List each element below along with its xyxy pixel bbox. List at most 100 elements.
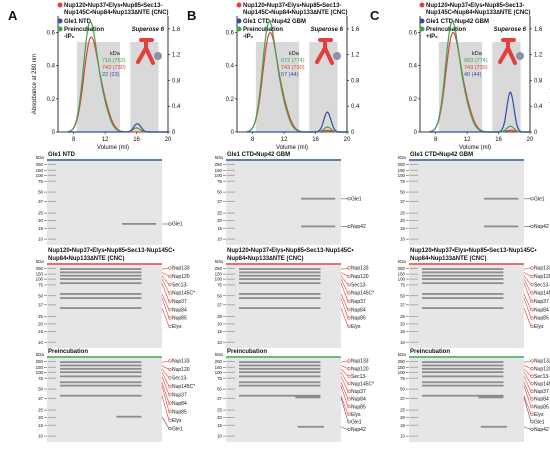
cnc-cartoon xyxy=(498,38,517,65)
band-leader xyxy=(161,395,170,421)
marker-kda-label: 250 xyxy=(215,359,223,364)
marker-kda-label: 100 xyxy=(398,370,406,375)
column-label: Superose 6 xyxy=(132,27,165,33)
band-label: Nup42 xyxy=(351,224,366,230)
protein-band xyxy=(422,381,504,384)
band-label: Nup37 xyxy=(351,389,366,395)
band-leader xyxy=(523,293,532,310)
band-label: Nup42 xyxy=(534,427,549,433)
marker-kda-label: 15 xyxy=(400,329,405,334)
gel-title-line2: Nup84•Nup133∆NTE (CNC) xyxy=(410,255,486,262)
band-label: Elys xyxy=(534,324,544,330)
column-label: Superose 6 xyxy=(494,27,527,33)
gel-title: Gle1 CTD•Nup42 GBM xyxy=(410,152,473,158)
band-leader xyxy=(523,283,532,302)
gel-title: Gle1 CTD•Nup42 GBM xyxy=(227,152,290,158)
marker-kda-label: 75 xyxy=(217,283,222,288)
marker-kda-label: 25 xyxy=(217,408,222,413)
y2-tick-label: 0.8 xyxy=(351,78,360,84)
y-tick-label: 0.2 xyxy=(226,97,235,103)
y2-tick-label: 1.2 xyxy=(351,53,360,59)
marker-kda-label: 10 xyxy=(38,237,43,242)
marker-kda-label: 25 xyxy=(400,408,405,413)
band-marker xyxy=(168,291,172,295)
protein-band xyxy=(239,268,321,270)
gel-kda-header: kDa xyxy=(215,352,223,357)
band-leader xyxy=(340,278,349,294)
band-label: Nup133 xyxy=(172,359,190,365)
band-marker xyxy=(347,367,351,371)
band-marker xyxy=(347,266,351,270)
band-leader xyxy=(340,395,349,415)
band-marker xyxy=(168,418,172,422)
band-marker xyxy=(530,359,534,363)
band-leader xyxy=(161,372,170,387)
band-label: Elys xyxy=(351,412,361,418)
marker-kda-label: 50 xyxy=(38,387,43,392)
protein-band xyxy=(239,367,321,370)
band-leader xyxy=(523,272,532,277)
marker-kda-label: 15 xyxy=(38,423,43,428)
gel: Nup120•Nup37•Elys•Nup85•Sec13-Nup145C•Nu… xyxy=(36,248,195,348)
x-tick-label: 16 xyxy=(312,137,319,143)
gel-body xyxy=(47,265,162,348)
band-marker xyxy=(347,224,351,229)
band-leader xyxy=(523,275,532,285)
band-label: Nup37 xyxy=(351,299,366,305)
band-leader xyxy=(161,376,170,395)
band-marker xyxy=(347,405,351,409)
band-marker xyxy=(168,367,172,372)
marker-kda-label: 75 xyxy=(217,376,222,381)
marker-kda-label: 15 xyxy=(217,226,222,231)
protein-band xyxy=(239,307,321,309)
x-tick-label: 8 xyxy=(434,137,438,143)
y-tick-label: 0.4 xyxy=(226,64,235,70)
band-marker xyxy=(168,410,172,414)
marker-kda-label: 10 xyxy=(400,237,405,242)
band-label: Gle1 xyxy=(172,426,183,432)
marker-kda-label: 20 xyxy=(217,218,222,223)
panel-letter: B xyxy=(187,8,196,23)
marker-kda-label: 50 xyxy=(217,387,222,392)
marker-kda-label: 150 xyxy=(215,272,223,277)
gle1-cartoon xyxy=(154,52,162,60)
marker-kda-label: 15 xyxy=(217,329,222,334)
band-marker xyxy=(347,420,351,424)
protein-band xyxy=(422,293,504,295)
band-leader xyxy=(523,267,532,270)
x-tick-label: 12 xyxy=(102,137,109,143)
band-leader xyxy=(523,372,532,384)
mass-green: 716 (753) xyxy=(102,58,126,64)
protein-band xyxy=(239,274,321,277)
marker-kda-label: 150 xyxy=(36,272,44,277)
marker-kda-label: 20 xyxy=(400,322,405,327)
x-tick-label: 8 xyxy=(251,137,255,143)
band-label: Sec13- xyxy=(351,374,367,380)
series-preincubation xyxy=(429,20,530,133)
gel-body xyxy=(47,161,162,245)
protein-band xyxy=(422,367,504,370)
x-tick-label: 20 xyxy=(527,137,534,143)
band-marker xyxy=(347,299,351,303)
band-marker xyxy=(530,427,534,432)
marker-kda-label: 37 xyxy=(38,199,43,204)
band-marker xyxy=(347,389,351,394)
gel-kda-header: kDa xyxy=(215,155,223,160)
band-marker xyxy=(168,393,172,397)
band-marker xyxy=(347,283,351,287)
cnc-cartoon xyxy=(136,38,155,65)
gel-kda-header: kDa xyxy=(398,155,406,160)
legend-red-line1: Nup120•Nup37•Elys•Nup85•Sec13- xyxy=(243,3,341,9)
legend-red-line2: Nup145C•Nup84•Nup133∆NTE (CNC) xyxy=(243,9,348,16)
band-leader xyxy=(523,360,532,363)
protein-band xyxy=(116,415,142,418)
band-marker xyxy=(530,389,534,394)
kda-label: kDa xyxy=(110,51,121,57)
mass-red: 743 (730) xyxy=(281,65,305,71)
legend-dot-red xyxy=(419,2,425,8)
band-marker xyxy=(530,420,534,424)
